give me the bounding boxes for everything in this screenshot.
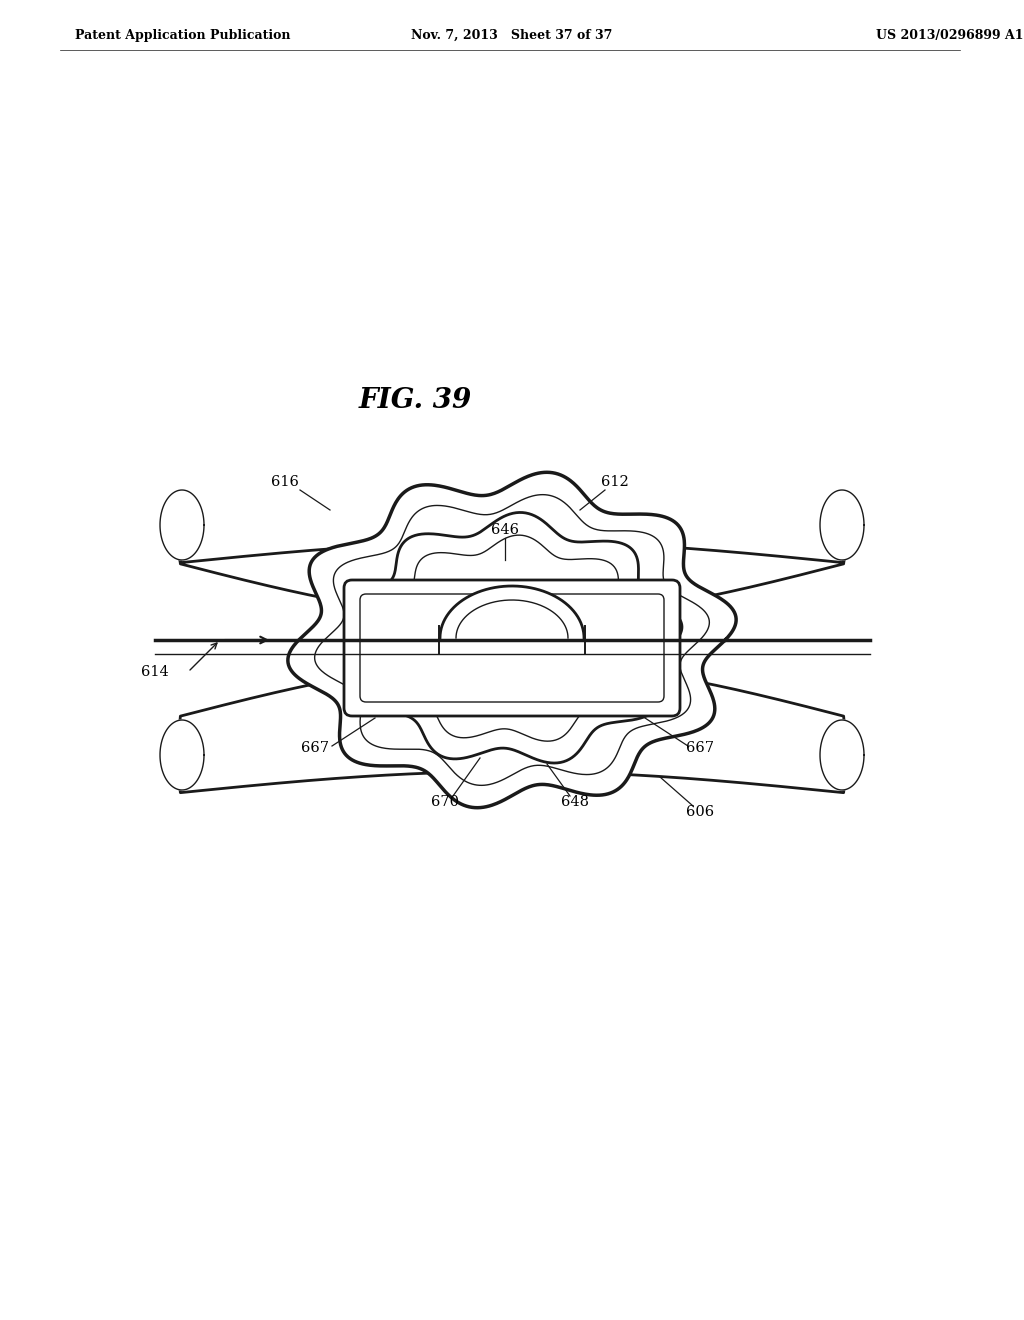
Polygon shape <box>314 495 710 785</box>
Polygon shape <box>372 535 655 741</box>
Text: 667: 667 <box>301 741 329 755</box>
Text: 648: 648 <box>561 795 589 809</box>
Text: 670: 670 <box>431 795 459 809</box>
Polygon shape <box>288 473 736 808</box>
FancyBboxPatch shape <box>360 594 664 702</box>
Text: 616: 616 <box>271 475 299 488</box>
Text: Nov. 7, 2013   Sheet 37 of 37: Nov. 7, 2013 Sheet 37 of 37 <box>412 29 612 41</box>
Text: 667: 667 <box>686 741 714 755</box>
Text: 614: 614 <box>141 665 169 678</box>
Text: 612: 612 <box>601 475 629 488</box>
Polygon shape <box>160 490 204 560</box>
Text: 606: 606 <box>686 805 714 818</box>
Text: 646: 646 <box>490 523 519 537</box>
Polygon shape <box>820 719 864 789</box>
Polygon shape <box>345 512 682 763</box>
FancyBboxPatch shape <box>344 579 680 715</box>
Polygon shape <box>160 719 204 789</box>
Text: US 2013/0296899 A1: US 2013/0296899 A1 <box>877 29 1024 41</box>
Text: Patent Application Publication: Patent Application Publication <box>75 29 291 41</box>
Polygon shape <box>820 490 864 560</box>
Polygon shape <box>177 663 847 793</box>
Polygon shape <box>177 525 847 618</box>
Polygon shape <box>440 586 584 638</box>
Text: FIG. 39: FIG. 39 <box>358 387 472 413</box>
